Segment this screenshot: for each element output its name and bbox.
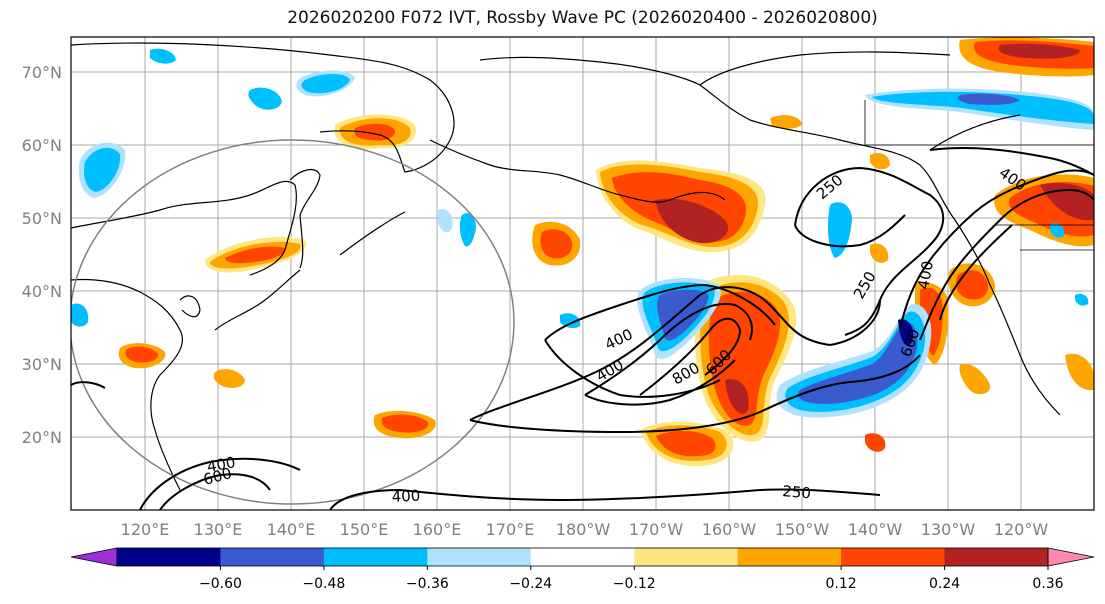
colorbar-tick-label: −0.36: [406, 576, 449, 592]
lat-tick: 60°N: [22, 136, 62, 155]
lon-tick: 130°W: [921, 520, 976, 539]
colorbar-tick-label: 0.24: [929, 576, 960, 592]
ivt-contours: [71, 147, 1094, 510]
coastlines: [71, 42, 1061, 491]
colorbar-swatch: [634, 548, 739, 566]
negative-anomalies: [71, 48, 1094, 418]
colorbar-tick-label: −0.60: [199, 576, 242, 592]
lat-tick: 70°N: [22, 63, 62, 82]
lon-tick: 140°W: [848, 520, 903, 539]
latitude-labels: 70°N 60°N 50°N 40°N 30°N 20°N: [22, 63, 62, 447]
lon-tick: 170°E: [486, 520, 535, 539]
lon-tick: 130°E: [194, 520, 243, 539]
colorbar-swatch: [117, 548, 221, 566]
lon-tick: 150°W: [775, 520, 830, 539]
colorbar-tick-label: 0.36: [1032, 576, 1063, 592]
lon-tick: 120°E: [121, 520, 170, 539]
colorbar-tick-label: −0.48: [302, 576, 345, 592]
lon-tick: 140°E: [267, 520, 316, 539]
colorbar-tick-label: −0.24: [509, 576, 552, 592]
lon-tick: 160°W: [702, 520, 757, 539]
colorbar-tick-label: −0.12: [613, 576, 656, 592]
map-title: 2026020200 F072 IVT, Rossby Wave PC (202…: [287, 8, 878, 28]
colorbar: −0.60−0.48−0.36−0.24−0.120.120.240.360.4…: [70, 547, 1095, 592]
colorbar-swatch: [841, 548, 946, 566]
contour-label-400-e1: 400: [914, 259, 937, 290]
colorbar-extend-low: [70, 547, 118, 567]
positive-anomalies: [118, 37, 1094, 467]
longitude-labels: 120°E 130°E 140°E 150°E 160°E 170°E 180°…: [121, 520, 1049, 539]
colorbar-swatch: [427, 548, 532, 566]
lat-tick: 40°N: [22, 282, 62, 301]
lat-tick: 30°N: [22, 355, 62, 374]
contour-label-400-s: 400: [391, 487, 421, 506]
colorbar-swatch: [530, 548, 635, 566]
lat-tick: 50°N: [22, 209, 62, 228]
map-border: [70, 36, 1095, 511]
contour-label-250-s: 250: [782, 482, 812, 502]
colorbar-frame: [116, 547, 1049, 567]
lon-tick: 120°W: [994, 520, 1049, 539]
colorbar-swatch: [944, 548, 1049, 566]
lat-tick: 20°N: [22, 428, 62, 447]
influence-circle: [71, 139, 515, 505]
colorbar-swatch: [737, 548, 842, 566]
lon-tick: 170°W: [629, 520, 684, 539]
lon-tick: 160°E: [413, 520, 462, 539]
contour-label-400-sw: 400: [206, 453, 237, 476]
colorbar-extend-high: [1047, 547, 1095, 567]
colorbar-tick-label: 0.12: [826, 576, 857, 592]
lon-tick: 150°E: [340, 520, 389, 539]
lon-tick: 180°W: [556, 520, 611, 539]
colorbar-swatch: [220, 548, 325, 566]
colorbar-swatch: [323, 548, 428, 566]
